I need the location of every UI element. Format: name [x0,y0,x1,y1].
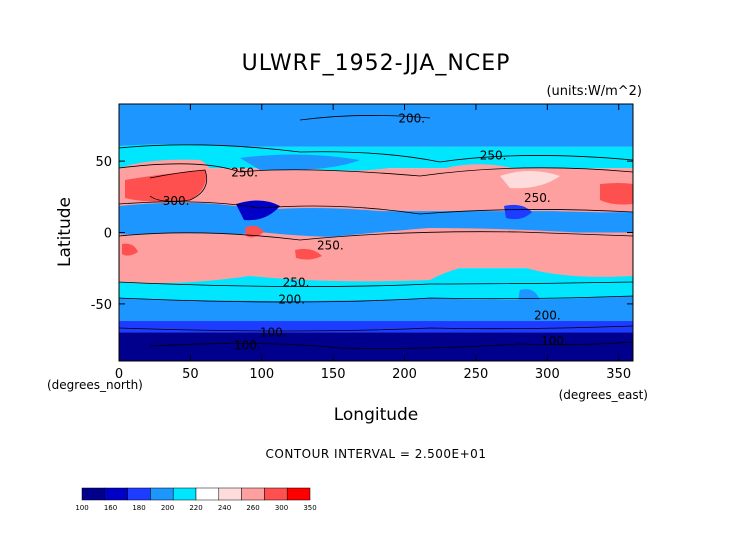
contour-label: 100. [260,325,287,339]
x-tick-label: 50 [182,367,199,382]
contour-label: 250. [317,238,344,252]
nh-pink-ring [500,171,560,189]
colorbar: 100 160 180 200 220 240 260 300 350 [75,487,317,512]
contour-label: 200. [278,293,305,307]
x-tick-label: 300 [535,367,560,382]
contour-line [149,341,633,349]
contour-label: 100. [234,338,261,352]
sh-red-band [119,228,633,284]
eq-dark-patch [236,200,280,221]
colorbar-swatch [286,487,311,501]
contour-lines [119,115,633,349]
nh-red-block-america [420,164,633,213]
eq-blue-patch [124,207,172,223]
nh-darkred-america [600,183,633,205]
contour-line [119,201,633,215]
sh-darkred-spot [295,248,322,260]
colorbar-swatch [127,487,151,501]
contour-label-layer: 200. 250. 250. 300. 250. 250. 250. 200. 200. 100.… [163,111,568,352]
arctic-blue-patch [140,108,242,120]
colorbar-label: 300 [275,504,288,512]
contour-line [119,325,633,332]
x-tick-label: 0 [115,367,123,382]
contour-label: 100. [541,334,568,348]
contour-label: 250. [524,191,551,205]
colorbar-swatch [172,487,197,501]
contour-line [149,169,208,202]
zonal-band [119,321,633,333]
colorbar-swatch [264,487,288,501]
contour-line [119,281,633,287]
y-sublabel: (degrees_north) [47,378,143,392]
y-axis: 50 0 -50 [91,155,633,313]
y-tick-label: 50 [95,155,112,170]
x-tick-label: 250 [464,367,489,382]
contour-label: 200. [534,308,561,322]
sh-darkred-spot [245,225,264,238]
colorbar-swatch [195,487,220,501]
x-tick-label: 200 [392,367,417,382]
eq-blue-patch [504,204,532,220]
contour-line [119,163,633,177]
plot-area: 200. 250. 250. 300. 250. 250. 250. 200. 200. 100.… [119,104,633,361]
colorbar-label: 220 [189,504,202,512]
sh-white-band [119,282,633,301]
sh-cyan-band [119,296,633,321]
y-axis-label: Latitude [55,197,75,267]
regional-features [119,108,633,321]
x-axis: 0 50 100 150 200 250 300 350 [115,104,631,382]
contour-label: 250. [480,148,507,162]
colorbar-label: 160 [104,504,117,512]
contour-line [299,115,431,121]
colorbar-label: 100 [75,504,88,512]
nh-darkred-asia [125,170,206,202]
colorbar-label: 260 [246,504,259,512]
contour-label: 300. [163,194,190,208]
colorbar-label: 240 [218,504,231,512]
contour-label: 200. [398,111,425,125]
x-tick-label: 100 [249,367,274,382]
chart-title: ULWRF_1952-JJA_NCEP [242,51,511,76]
x-tick-label: 150 [321,367,346,382]
colorbar-swatch [241,487,265,501]
nh-cyan-zone [240,154,360,171]
colorbar-label: 180 [132,504,145,512]
y-tick-label: -50 [91,298,112,313]
contour-line [119,144,633,163]
units-label: (units:W/m^2) [546,84,642,99]
colorbar-label: 200 [161,504,174,512]
colorbar-swatch [218,487,242,501]
x-axis-label: Longitude [334,405,419,425]
arctic-blue-patch [460,120,580,134]
colorbar-swatch [150,487,174,501]
x-sublabel: (degrees_east) [559,388,648,402]
contour-label: 250. [283,275,310,289]
x-tick-label: 350 [606,367,631,382]
sh-darkred-spot [122,243,138,256]
sh-blue-lobe [518,289,540,317]
colorbar-label: 350 [303,504,316,512]
contour-label: 250. [231,166,258,180]
contour-line [119,295,633,303]
y-tick-label: 0 [104,227,112,242]
colorbar-swatch [104,487,128,501]
contour-line [119,231,633,241]
contour-interval-note: CONTOUR INTERVAL = 2.500E+01 [266,447,487,461]
colorbar-swatch [81,487,106,501]
